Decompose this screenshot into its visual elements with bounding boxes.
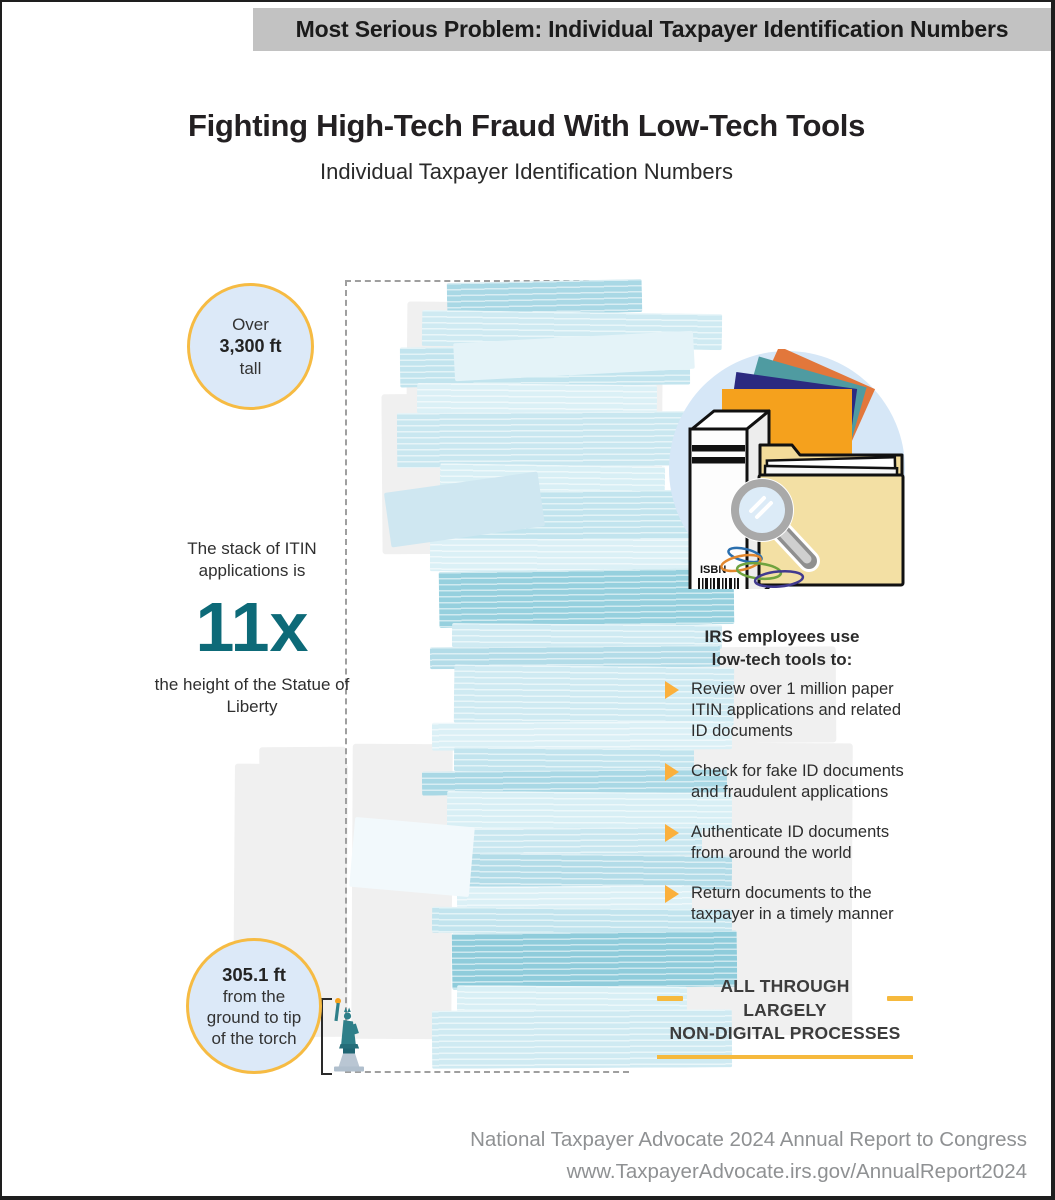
bullet-arrow-icon <box>665 762 679 781</box>
multiplier-intro: The stack of ITIN applications is <box>187 539 317 581</box>
stat-line2: tall <box>239 358 262 378</box>
dashed-measurement-outline <box>345 280 629 1073</box>
stat-circle-stack-height: Over 3,300 ft tall <box>187 283 314 410</box>
paper-ream <box>416 382 658 416</box>
book-icon: ISBN <box>688 409 771 589</box>
multiplier-value: 11x <box>195 588 309 667</box>
list-item-text: Return documents to the taxpayer in a ti… <box>691 883 894 923</box>
paperclips-icon <box>720 546 805 589</box>
stat-line1: Over <box>232 315 269 334</box>
footer: National Taxpayer Advocate 2024 Annual R… <box>470 1124 1027 1188</box>
low-tech-tools-illustration: ISBN <box>669 349 905 589</box>
list-item-text: Authenticate ID documents from around th… <box>691 822 890 862</box>
list-item: Check for fake ID documents and fraudule… <box>665 761 917 803</box>
yellow-dash-icon <box>657 996 683 1001</box>
callout-line1: ALL THROUGH LARGELY <box>720 976 850 1020</box>
list-item-text: Review over 1 million paper ITIN applica… <box>691 680 902 740</box>
list-item: Return documents to the taxpayer in a ti… <box>665 883 917 925</box>
heading-line1: IRS employees use <box>704 627 860 646</box>
page-title: Fighting High-Tech Fraud With Low-Tech T… <box>187 108 866 143</box>
magnifier-icon <box>730 478 820 572</box>
list-item: Authenticate ID documents from around th… <box>665 822 917 864</box>
bullet-arrow-icon <box>665 681 679 699</box>
statue-height-label: from the ground to tip of the torch <box>206 986 302 1049</box>
statue-of-liberty-icon <box>334 998 364 1072</box>
banner: Most Serious Problem: Individual Taxpaye… <box>253 8 1051 51</box>
bullet-arrow-icon <box>665 884 679 903</box>
multiplier-stat: The stack of ITIN applications is 11x th… <box>150 538 354 718</box>
yellow-dash-icon <box>887 996 913 1001</box>
book-isbn-label: ISBN <box>700 564 726 576</box>
loose-paper-sheet <box>349 816 475 898</box>
list-item: Review over 1 million paper ITIN applica… <box>665 679 917 742</box>
heading-line2: low-tech tools to: <box>711 649 853 669</box>
low-tech-tools-list: Review over 1 million paper ITIN applica… <box>665 679 917 944</box>
banner-text: Most Serious Problem: Individual Taxpaye… <box>295 16 1009 42</box>
barcode-icon <box>698 578 739 589</box>
bullet-arrow-icon <box>665 823 679 842</box>
stat-value: 3,300 ft <box>219 336 282 357</box>
statue-height-value: 305.1 ft <box>222 963 286 985</box>
footer-line1: National Taxpayer Advocate 2024 Annual R… <box>470 1128 1027 1151</box>
callout-line2: NON-DIGITAL PROCESSES <box>669 1023 901 1044</box>
page-subtitle: Individual Taxpayer Identification Numbe… <box>320 159 733 184</box>
footer-line2: www.TaxpayerAdvocate.irs.gov/AnnualRepor… <box>566 1159 1027 1183</box>
paper-ream <box>396 410 698 469</box>
non-digital-callout: ALL THROUGH LARGELY NON-DIGITAL PROCESSE… <box>657 975 913 1060</box>
yellow-underline <box>657 1054 913 1060</box>
multiplier-outro: the height of the Statue of Liberty <box>154 675 350 717</box>
right-panel-heading: IRS employees use low-tech tools to: <box>662 626 902 672</box>
stat-circle-statue-height: 305.1 ft from the ground to tip of the t… <box>186 938 322 1074</box>
list-item-text: Check for fake ID documents and fraudule… <box>691 761 904 801</box>
height-bracket <box>321 998 332 1075</box>
